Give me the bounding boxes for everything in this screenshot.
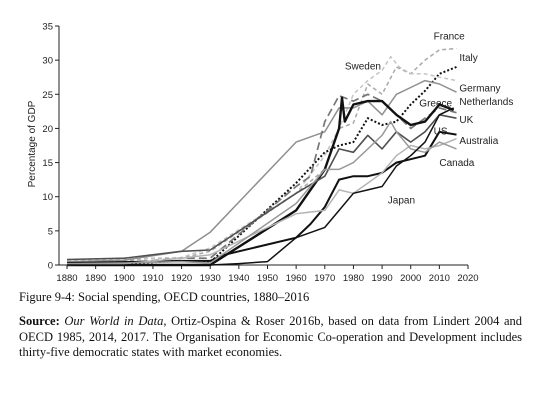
x-tick-label: 1980: [343, 273, 364, 284]
annotation-france: France: [434, 32, 466, 43]
annotation-australia: Australia: [459, 136, 498, 147]
series-line-greece: [67, 96, 455, 267]
x-tick-label: 2020: [457, 273, 478, 284]
annotation-uk: UK: [459, 115, 473, 126]
annotation-japan: Japan: [388, 196, 415, 207]
source-text: , Ortiz-Ospina & Roser 2016b, based on d…: [19, 314, 523, 360]
x-tick-label: 2000: [400, 273, 421, 284]
annotation-canada: Canada: [439, 158, 474, 169]
y-axis-label: Percentage of GDP: [27, 100, 38, 187]
series-line-germany: [66, 79, 457, 263]
annotation-us: US: [434, 127, 448, 138]
x-tick-label: 1920: [171, 273, 192, 284]
series-line-sweden: [66, 55, 457, 261]
series-line-canada: [66, 120, 457, 265]
y-tick-label: 10: [42, 192, 53, 203]
annotation-greece: Greece: [419, 99, 452, 110]
caption-title: Figure 9-4: Social spending, OECD countr…: [19, 290, 310, 304]
source-italic: Our World in Data: [64, 314, 164, 328]
x-tick-label: 1880: [56, 273, 77, 284]
source-label: Source:: [19, 314, 60, 328]
series-line-uk: [66, 114, 457, 261]
figure-caption: Figure 9-4: Social spending, OECD countr…: [19, 290, 522, 361]
line-chart: 0 5 10 15 20 25 30 35 1880 1890 1900 1910 1920 1930 19…: [27, 22, 513, 285]
y-tick-label: 20: [42, 124, 53, 135]
annotation-italy: Italy: [459, 53, 477, 64]
y-tick-label: 5: [48, 226, 53, 237]
annotation-sweden: Sweden: [345, 62, 381, 73]
x-tick-label: 1910: [142, 273, 163, 284]
x-tick-label: 1950: [257, 273, 278, 284]
y-tick-label: 30: [42, 56, 53, 67]
x-tick-label: 1930: [200, 273, 221, 284]
y-tick-label: 35: [42, 22, 53, 33]
x-tick-label: 1990: [372, 273, 393, 284]
x-tick-label: 1970: [314, 273, 335, 284]
chart-axes: 0 5 10 15 20 25 30 35 1880 1890 1900 1910 1920 1930 19…: [42, 22, 478, 285]
x-tick-label: 1940: [228, 273, 249, 284]
series-line-japan: [67, 107, 455, 266]
x-tick-label: 1960: [286, 273, 307, 284]
y-tick-label: 25: [42, 90, 53, 101]
y-tick-label: 15: [42, 158, 53, 169]
x-tick-label: 2010: [429, 273, 450, 284]
y-tick-label: 0: [48, 261, 53, 272]
series-line-us: [66, 130, 457, 264]
chart-series: [66, 47, 457, 267]
chart-annotations: France Italy Sweden Germany Greece Netherland…: [345, 32, 513, 207]
annotation-germany: Germany: [459, 84, 500, 95]
caption-source: Source: Our World in Data, Ortiz-Ospina …: [19, 314, 522, 361]
annotation-netherlands: Netherlands: [459, 97, 513, 108]
series-line-netherlands: [67, 93, 457, 264]
x-tick-label: 1890: [85, 273, 106, 284]
x-tick-label: 1900: [114, 273, 135, 284]
